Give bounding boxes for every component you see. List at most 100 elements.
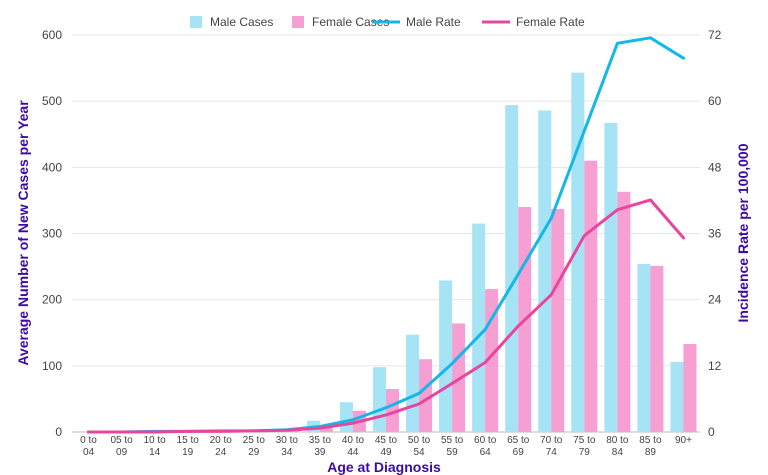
x-tick-line: 10 to xyxy=(144,435,167,446)
x-tick-label: 65 to 69 xyxy=(507,435,530,458)
x-tick-line: 85 to xyxy=(639,435,662,446)
female-cases-bar xyxy=(319,425,333,432)
x-tick-line: 69 xyxy=(513,447,525,458)
x-tick-line: 44 xyxy=(347,447,359,458)
x-tick-label: 90+ xyxy=(675,435,692,446)
female-cases-bar xyxy=(419,359,433,432)
x-tick-label: 30 to 34 xyxy=(276,435,299,458)
y2-tick-label: 36 xyxy=(708,227,722,241)
x-tick-label: 35 to 39 xyxy=(309,435,332,458)
y-tick-label: 500 xyxy=(42,94,62,108)
female-cases-bar xyxy=(650,265,664,432)
x-tick-label: 70 to 74 xyxy=(540,435,563,458)
x-tick-label: 10 to 14 xyxy=(144,435,167,458)
male-rate-legend-label: Male Rate xyxy=(406,15,461,29)
female-rate-legend-label: Female Rate xyxy=(516,15,585,29)
male-cases-bar xyxy=(637,263,651,432)
x-tick-line: 90+ xyxy=(675,435,692,446)
male-cases-bar xyxy=(406,334,420,432)
x-tick-label: 0 to 04 xyxy=(80,435,97,458)
x-tick-line: 45 to xyxy=(375,435,398,446)
x-tick-label: 85 to 89 xyxy=(639,435,662,458)
y2-tick-label: 48 xyxy=(708,160,722,174)
y2-tick-label: 24 xyxy=(708,293,722,307)
x-tick-line: 15 to xyxy=(177,435,200,446)
female-cases-bar xyxy=(617,191,631,432)
x-tick-line: 79 xyxy=(579,447,591,458)
x-tick-line: 49 xyxy=(380,447,392,458)
male-cases-bar xyxy=(538,110,552,433)
x-tick-line: 40 to xyxy=(342,435,365,446)
y-axis-right: 0 12 24 36 48 60 72 xyxy=(708,28,722,439)
female-cases-legend-swatch xyxy=(292,16,304,28)
x-tick-line: 89 xyxy=(645,447,657,458)
x-tick-line: 14 xyxy=(149,447,161,458)
y2-tick-label: 60 xyxy=(708,94,722,108)
y2-tick-label: 72 xyxy=(708,28,722,42)
x-tick-line: 35 to xyxy=(309,435,332,446)
x-tick-label: 75 to 79 xyxy=(573,435,596,458)
y2-axis-title: Incidence Rate per 100,000 xyxy=(735,143,751,322)
x-tick-line: 60 to xyxy=(474,435,497,446)
y-tick-label: 400 xyxy=(42,160,62,174)
male-cases-bar xyxy=(373,367,386,432)
y-tick-label: 200 xyxy=(42,293,62,307)
female-cases-bar xyxy=(683,343,697,432)
x-tick-line: 05 to xyxy=(110,435,133,446)
male-cases-legend-label: Male Cases xyxy=(210,15,273,29)
y-tick-label: 600 xyxy=(42,28,62,42)
gridlines xyxy=(72,34,700,433)
male-cases-legend-swatch xyxy=(190,16,202,28)
x-tick-line: 64 xyxy=(480,447,492,458)
legend: Male Cases Female Cases Male Rate Female Ra… xyxy=(190,15,585,29)
x-tick-line: 59 xyxy=(447,447,459,458)
x-tick-line: 50 to xyxy=(408,435,431,446)
x-tick-label: 40 to 44 xyxy=(342,435,365,458)
y-tick-label: 0 xyxy=(55,425,62,439)
x-tick-label: 80 to 84 xyxy=(606,435,629,458)
x-tick-line: 65 to xyxy=(507,435,530,446)
x-tick-label: 15 to 19 xyxy=(177,435,200,458)
male-cases-bar xyxy=(472,223,486,432)
x-tick-line: 84 xyxy=(612,447,624,458)
y-tick-label: 100 xyxy=(42,359,62,373)
x-tick-line: 39 xyxy=(314,447,326,458)
y2-tick-label: 12 xyxy=(708,359,722,373)
bars xyxy=(141,72,697,433)
x-tick-line: 09 xyxy=(116,447,128,458)
x-tick-label: 20 to 24 xyxy=(210,435,233,458)
female-cases-bar xyxy=(584,160,598,432)
rate-lines xyxy=(87,36,685,434)
x-tick-line: 30 to xyxy=(276,435,299,446)
x-tick-label: 45 to 49 xyxy=(375,435,398,458)
x-tick-line: 75 to xyxy=(573,435,596,446)
x-tick-label: 50 to 54 xyxy=(408,435,431,458)
x-tick-line: 20 to xyxy=(210,435,233,446)
y-axis-left: 0 100 200 300 400 500 600 xyxy=(42,28,62,439)
x-tick-label: 25 to 29 xyxy=(243,435,266,458)
x-tick-line: 70 to xyxy=(540,435,563,446)
x-tick-line: 25 to xyxy=(243,435,266,446)
male-cases-bar xyxy=(439,280,453,432)
x-tick-line: 74 xyxy=(546,447,558,458)
x-tick-line: 24 xyxy=(215,447,227,458)
x-tick-line: 0 to xyxy=(80,435,97,446)
x-tick-label: 60 to 64 xyxy=(474,435,497,458)
x-tick-line: 29 xyxy=(248,447,260,458)
female-cases-bar xyxy=(551,209,565,432)
x-tick-line: 34 xyxy=(281,447,293,458)
y2-tick-label: 0 xyxy=(708,425,715,439)
male-cases-bar xyxy=(670,361,684,432)
male-cases-bar xyxy=(571,72,585,432)
male-cases-bar xyxy=(604,123,618,433)
male-cases-bar xyxy=(339,402,353,432)
x-tick-line: 04 xyxy=(83,447,95,458)
female-cases-legend-label: Female Cases xyxy=(312,15,389,29)
female-cases-bar xyxy=(386,388,399,432)
male-cases-bar xyxy=(505,105,519,433)
y-tick-label: 300 xyxy=(42,227,62,241)
x-tick-line: 19 xyxy=(182,447,194,458)
x-axis-title: Age at Diagnosis xyxy=(327,459,441,475)
